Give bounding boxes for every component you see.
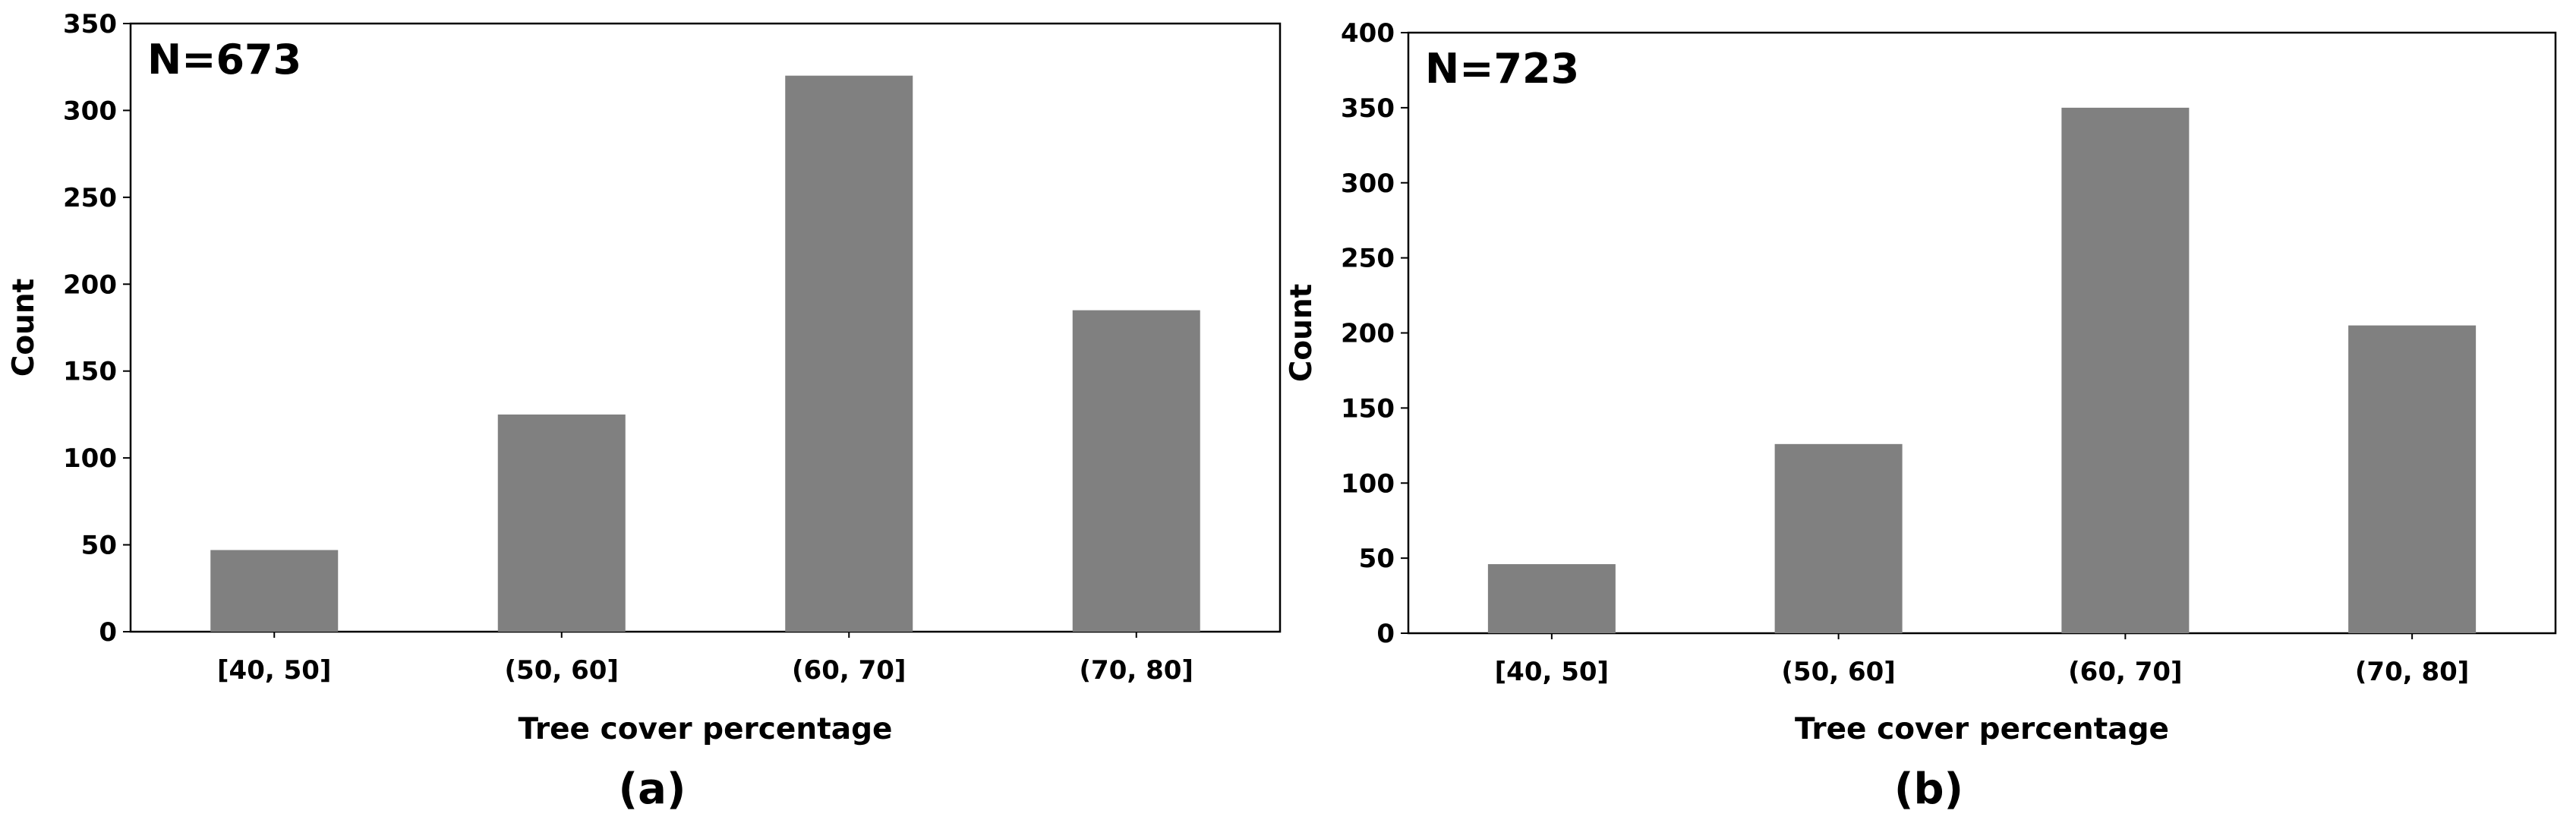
x-tick-label: (50, 60] bbox=[505, 655, 619, 686]
bar bbox=[210, 550, 339, 632]
x-tick-label: (60, 70] bbox=[2068, 657, 2182, 687]
x-tick-label: (50, 60] bbox=[1781, 657, 1895, 687]
x-tick-label: [40, 50] bbox=[1495, 657, 1609, 687]
y-axis-label: Count bbox=[1285, 284, 1319, 383]
y-tick-label: 250 bbox=[63, 183, 117, 213]
bar bbox=[2348, 325, 2477, 633]
y-tick-label: 350 bbox=[1341, 93, 1395, 124]
y-tick-label: 400 bbox=[1341, 18, 1395, 49]
y-tick-label: 350 bbox=[63, 9, 117, 39]
bar bbox=[2061, 107, 2190, 633]
y-tick-label: 100 bbox=[1341, 468, 1395, 499]
y-tick-label: 200 bbox=[1341, 319, 1395, 349]
bar bbox=[785, 75, 913, 632]
chart-panel-a: [40, 50] (50, 60] (60, 70] (70, 80] 0 50 100 15… bbox=[7, 9, 1282, 814]
y-tick-label: 250 bbox=[1341, 244, 1395, 274]
y-tick-label: 300 bbox=[63, 96, 117, 126]
n-label: N=723 bbox=[1425, 45, 1579, 93]
x-tick-label: (70, 80] bbox=[1080, 655, 1193, 686]
y-tick-label: 0 bbox=[1376, 619, 1395, 649]
x-axis-label: Tree cover percentage bbox=[519, 712, 893, 746]
bar bbox=[1487, 564, 1616, 633]
bar bbox=[1774, 443, 1903, 633]
x-tick-label: [40, 50] bbox=[217, 655, 331, 686]
y-axis-label: Count bbox=[7, 279, 41, 377]
y-tick-label: 150 bbox=[1341, 393, 1395, 424]
x-tick-label: (60, 70] bbox=[792, 655, 906, 686]
y-tick-label: 50 bbox=[81, 531, 117, 561]
y-tick-label: 0 bbox=[99, 617, 117, 648]
x-tick-label: (70, 80] bbox=[2355, 657, 2469, 687]
bar bbox=[1072, 310, 1200, 632]
y-tick-label: 200 bbox=[63, 270, 117, 300]
panel-label: (b) bbox=[1894, 765, 1963, 814]
y-tick-label: 50 bbox=[1359, 544, 1395, 574]
bar bbox=[497, 414, 626, 632]
plot-frame bbox=[129, 22, 1282, 633]
x-axis-label: Tree cover percentage bbox=[1795, 712, 2169, 746]
n-label: N=673 bbox=[147, 36, 301, 84]
chart-panel-b: [40, 50] (50, 60] (60, 70] (70, 80] 0 50 100 15… bbox=[1285, 18, 2557, 814]
y-tick-label: 150 bbox=[63, 357, 117, 387]
y-tick-label: 300 bbox=[1341, 169, 1395, 199]
y-tick-label: 100 bbox=[63, 443, 117, 474]
panel-label: (a) bbox=[619, 765, 686, 814]
